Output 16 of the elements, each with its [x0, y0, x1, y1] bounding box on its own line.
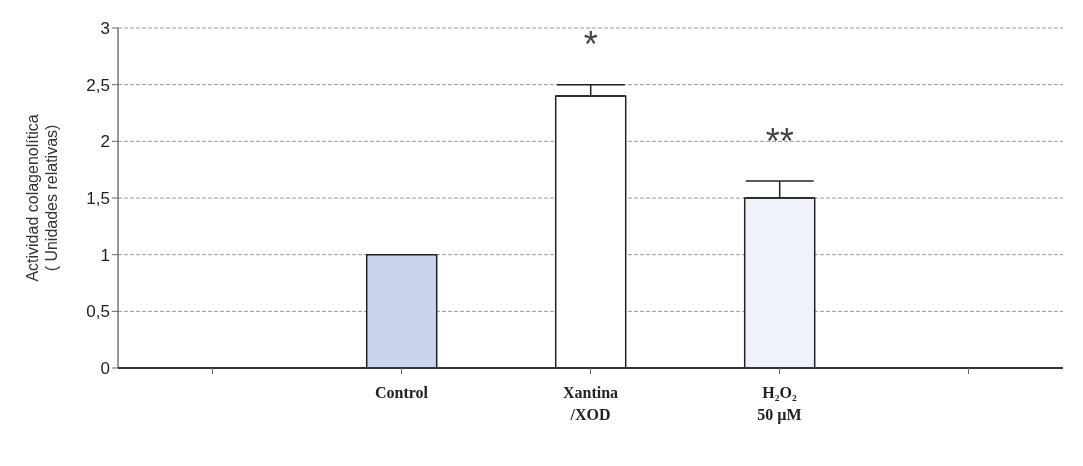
bar [743, 197, 816, 368]
y-tick-label: 1,5 [86, 189, 110, 209]
annotation: ** [765, 120, 794, 162]
annotation: * [583, 24, 598, 66]
y-tick-label: 2 [100, 132, 110, 152]
y-axis-title: Actividad colagenolítica ( Unidades relativas) [24, 114, 60, 282]
x-tick-label: H₂O₂ 50 µM [757, 384, 802, 424]
bar [365, 253, 438, 368]
y-tick-label: 3 [100, 19, 110, 39]
y-tick-label: 2,5 [86, 75, 110, 95]
y-tick-label: 0,5 [86, 302, 110, 322]
y-tick-label: 0 [100, 359, 110, 379]
y-tick-label: 1 [100, 245, 110, 265]
x-tick-label: Xantina /XOD [562, 384, 619, 423]
x-tick-label: Control [374, 384, 429, 401]
bar [554, 95, 627, 368]
